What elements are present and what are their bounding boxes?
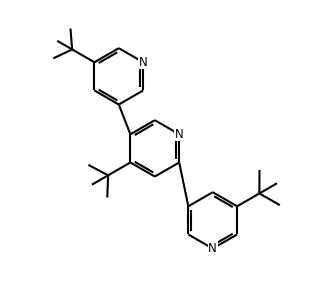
Text: N: N [208, 242, 217, 255]
Text: N: N [139, 56, 148, 69]
Text: N: N [175, 128, 183, 141]
